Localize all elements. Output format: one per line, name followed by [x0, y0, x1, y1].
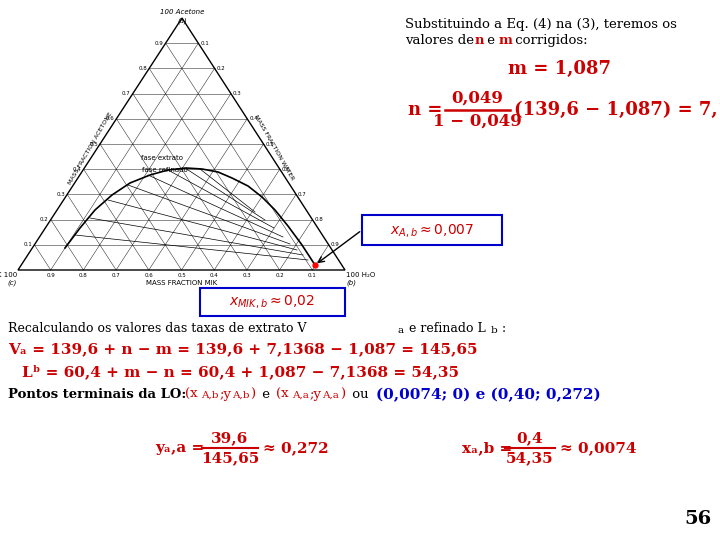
Text: ;y: ;y: [220, 388, 232, 401]
Text: m: m: [499, 34, 513, 47]
Text: Recalculando os valores das taxas de extrato V: Recalculando os valores das taxas de ext…: [8, 322, 307, 335]
Text: e: e: [483, 34, 499, 47]
Text: 0,4: 0,4: [517, 431, 544, 445]
Text: 0.8: 0.8: [79, 273, 88, 278]
Text: MASS FRACTION ACETONE: MASS FRACTION ACETONE: [67, 111, 113, 185]
Text: fase refinado: fase refinado: [142, 167, 188, 173]
Text: 145,65: 145,65: [201, 451, 259, 465]
Text: ): ): [340, 388, 345, 401]
Text: Vₐ = 139,6 + n − m = 139,6 + 7,1368 − 1,087 = 145,65: Vₐ = 139,6 + n − m = 139,6 + 7,1368 − 1,…: [8, 342, 477, 356]
Text: 0.7: 0.7: [298, 192, 307, 197]
Text: Pontos terminais da LO:: Pontos terminais da LO:: [8, 388, 196, 401]
Text: (0,0074; 0) e (0,40; 0,272): (0,0074; 0) e (0,40; 0,272): [376, 388, 600, 402]
Text: $x_{A,b} \approx 0{,}007$: $x_{A,b} \approx 0{,}007$: [390, 221, 474, 239]
Text: 0.9: 0.9: [155, 40, 163, 46]
Text: 0.6: 0.6: [282, 167, 291, 172]
Text: 0.5: 0.5: [266, 141, 274, 146]
Text: m = 1,087: m = 1,087: [508, 60, 611, 78]
Bar: [200, 288, 345, 316]
Text: 0.7: 0.7: [112, 273, 120, 278]
Text: valores de: valores de: [405, 34, 478, 47]
Text: 0.4: 0.4: [210, 273, 219, 278]
Text: ≈ 0,272: ≈ 0,272: [263, 441, 328, 455]
Text: A,b: A,b: [201, 391, 218, 400]
Text: fase extrato: fase extrato: [141, 155, 183, 161]
Text: (x: (x: [276, 388, 289, 401]
Text: 0.5: 0.5: [89, 141, 98, 146]
Text: 0.8: 0.8: [138, 66, 147, 71]
Text: n: n: [475, 34, 485, 47]
Text: 0.5: 0.5: [177, 273, 186, 278]
Text: Lᵇ = 60,4 + m − n = 60,4 + 1,087 − 7,1368 = 54,35: Lᵇ = 60,4 + m − n = 60,4 + 1,087 − 7,136…: [22, 364, 459, 379]
Text: 100 Acetone: 100 Acetone: [160, 9, 204, 15]
Text: :: :: [498, 322, 506, 335]
Text: 0.4: 0.4: [249, 116, 258, 122]
Text: 56: 56: [685, 510, 712, 528]
Text: 0.2: 0.2: [275, 273, 284, 278]
Text: 0.3: 0.3: [243, 273, 251, 278]
Text: 0.8: 0.8: [315, 217, 323, 222]
Text: (b): (b): [346, 280, 356, 287]
Text: 0.3: 0.3: [56, 192, 66, 197]
Text: A,a: A,a: [292, 391, 309, 400]
Bar: [362, 215, 502, 245]
Text: 39,6: 39,6: [212, 431, 248, 445]
Text: 0.9: 0.9: [46, 273, 55, 278]
Text: 0.4: 0.4: [73, 167, 81, 172]
Text: 100 H₂O: 100 H₂O: [346, 272, 375, 278]
Text: a: a: [397, 326, 403, 335]
Text: 0.9: 0.9: [330, 242, 339, 247]
Text: 0.2: 0.2: [217, 66, 225, 71]
Text: yₐ,a =: yₐ,a =: [155, 441, 204, 455]
Text: MASS FRACTION WATER: MASS FRACTION WATER: [253, 114, 294, 181]
Text: xₐ,b =: xₐ,b =: [462, 441, 512, 455]
Text: 0.6: 0.6: [106, 116, 114, 122]
Text: 0,049: 0,049: [451, 90, 503, 107]
Text: MASS FRACTION MIK: MASS FRACTION MIK: [146, 280, 217, 286]
Text: e refinado L: e refinado L: [405, 322, 486, 335]
Text: (x: (x: [185, 388, 197, 401]
Text: Substituindo a Eq. (4) na (3), teremos os: Substituindo a Eq. (4) na (3), teremos o…: [405, 18, 677, 31]
Text: 0.6: 0.6: [145, 273, 153, 278]
Text: n =: n =: [408, 101, 442, 119]
Text: A,a: A,a: [322, 391, 339, 400]
Text: (139,6 − 1,087) = 7,1368: (139,6 − 1,087) = 7,1368: [514, 101, 720, 119]
Text: e: e: [258, 388, 274, 401]
Text: $x_{MIK,b} \approx 0{,}02$: $x_{MIK,b} \approx 0{,}02$: [230, 294, 315, 310]
Text: b: b: [491, 326, 498, 335]
Text: A,b: A,b: [232, 391, 250, 400]
Text: ;y: ;y: [310, 388, 322, 401]
Text: ): ): [250, 388, 255, 401]
Text: 0.1: 0.1: [24, 242, 32, 247]
Text: ≈ 0,0074: ≈ 0,0074: [560, 441, 636, 455]
Text: 0.1: 0.1: [200, 40, 209, 46]
Text: 54,35: 54,35: [506, 451, 554, 465]
Text: 0.2: 0.2: [40, 217, 49, 222]
Text: 1 − 0,049: 1 − 0,049: [433, 113, 522, 130]
Text: (a): (a): [177, 17, 187, 24]
Text: ou: ou: [348, 388, 373, 401]
Text: corrigidos:: corrigidos:: [511, 34, 588, 47]
Text: MIK 100: MIK 100: [0, 272, 17, 278]
Text: (c): (c): [8, 280, 17, 287]
Text: 0.1: 0.1: [308, 273, 317, 278]
Text: 0.7: 0.7: [122, 91, 131, 96]
Text: 0.3: 0.3: [233, 91, 242, 96]
